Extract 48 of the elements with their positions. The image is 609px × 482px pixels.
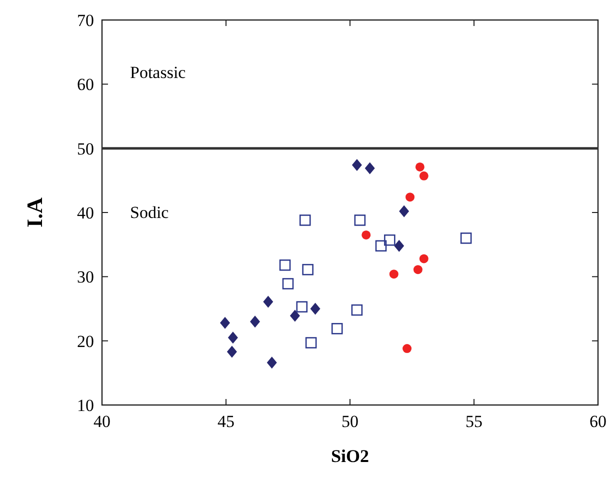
point — [352, 159, 362, 172]
point — [419, 254, 428, 264]
point — [279, 259, 291, 271]
point — [250, 316, 260, 328]
y-tick-label: 30 — [77, 268, 94, 287]
y-tick-label: 70 — [77, 11, 94, 30]
y-tick-label: 20 — [77, 332, 94, 351]
point — [384, 234, 396, 246]
point — [263, 296, 274, 308]
annotation: Sodic — [130, 203, 170, 222]
point — [364, 162, 375, 174]
point — [290, 310, 300, 322]
x-tick-label: 55 — [466, 412, 482, 431]
x-axis-title: SiO2 — [330, 446, 370, 466]
x-tick-label: 60 — [590, 412, 606, 431]
point — [413, 265, 422, 274]
point — [354, 214, 366, 226]
x-tick-label: 50 — [342, 412, 358, 431]
point — [419, 171, 428, 180]
point — [282, 278, 294, 290]
point — [460, 232, 472, 244]
point — [266, 356, 277, 369]
point — [351, 304, 363, 316]
point — [415, 162, 424, 172]
y-tick-label: 60 — [77, 75, 94, 94]
y-tick-label: 10 — [77, 396, 94, 415]
point — [394, 240, 404, 252]
point — [362, 230, 371, 240]
y-tick-label: 50 — [77, 139, 94, 158]
point — [220, 316, 230, 329]
point — [375, 240, 387, 252]
point — [296, 301, 308, 312]
point — [399, 205, 410, 218]
y-axis-title: I.A — [22, 197, 47, 228]
annotation: Potassic — [130, 63, 186, 82]
x-tick-label: 45 — [218, 412, 234, 431]
point — [310, 302, 320, 315]
point — [402, 344, 412, 354]
x-tick-label: 40 — [94, 412, 110, 431]
point — [228, 332, 238, 344]
point — [226, 346, 237, 358]
point — [331, 322, 343, 334]
y-tick-label: 40 — [77, 204, 94, 222]
point — [406, 192, 415, 202]
point — [302, 264, 314, 276]
point — [305, 337, 317, 348]
point — [299, 214, 311, 226]
point — [389, 270, 398, 279]
